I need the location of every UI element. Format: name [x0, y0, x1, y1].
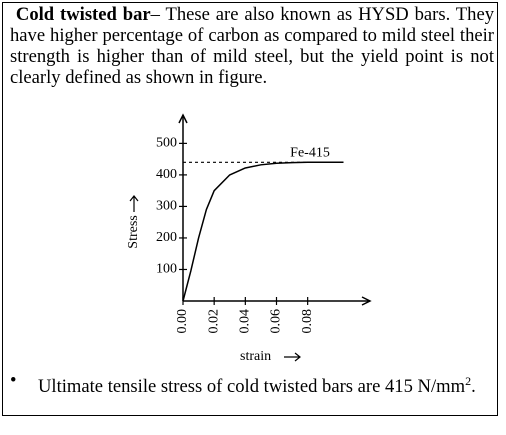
y-tick-label: 400 — [156, 167, 177, 182]
term: Cold twisted bar — [15, 4, 151, 25]
x-tick-label: 0.02 — [206, 309, 221, 334]
paragraph: Cold twisted bar– These are also known a… — [10, 4, 494, 88]
chart: 100 200 300 400 500 0.00 0.02 0.04 0.06 0.08 strai… — [126, 113, 372, 364]
x-tick-label: 0.08 — [300, 309, 315, 334]
y-axis-arrow — [178, 113, 188, 124]
x-axis-arrow — [361, 296, 372, 306]
y-tick-label: 500 — [156, 136, 177, 151]
bullet-text: Ultimate tensile stress of cold twisted … — [38, 370, 493, 398]
x-label-arrow — [284, 352, 301, 362]
stress-strain-curve — [182, 161, 344, 302]
frame — [2, 2, 498, 416]
y-axis-label: Stress — [126, 215, 141, 248]
bullet-end: . — [471, 376, 476, 398]
x-tick-label: 0.06 — [269, 309, 284, 334]
y-tick-label: 100 — [156, 262, 177, 277]
paragraph-text: – These are also known as HYSD bars. The… — [10, 4, 494, 88]
bullet-dot: • — [10, 370, 17, 391]
y-tick-label: 200 — [156, 230, 177, 245]
y-label-arrow — [129, 195, 139, 212]
y-tick-label: 300 — [156, 199, 177, 214]
x-tick-label: 0.04 — [238, 309, 253, 334]
bullet-main: Ultimate tensile stress of cold twisted … — [38, 376, 466, 398]
x-axis-label: strain — [240, 349, 271, 364]
superscript: 2 — [465, 374, 472, 388]
x-tick-label: 0.00 — [175, 309, 190, 334]
reference-label: Fe-415 — [290, 146, 330, 161]
